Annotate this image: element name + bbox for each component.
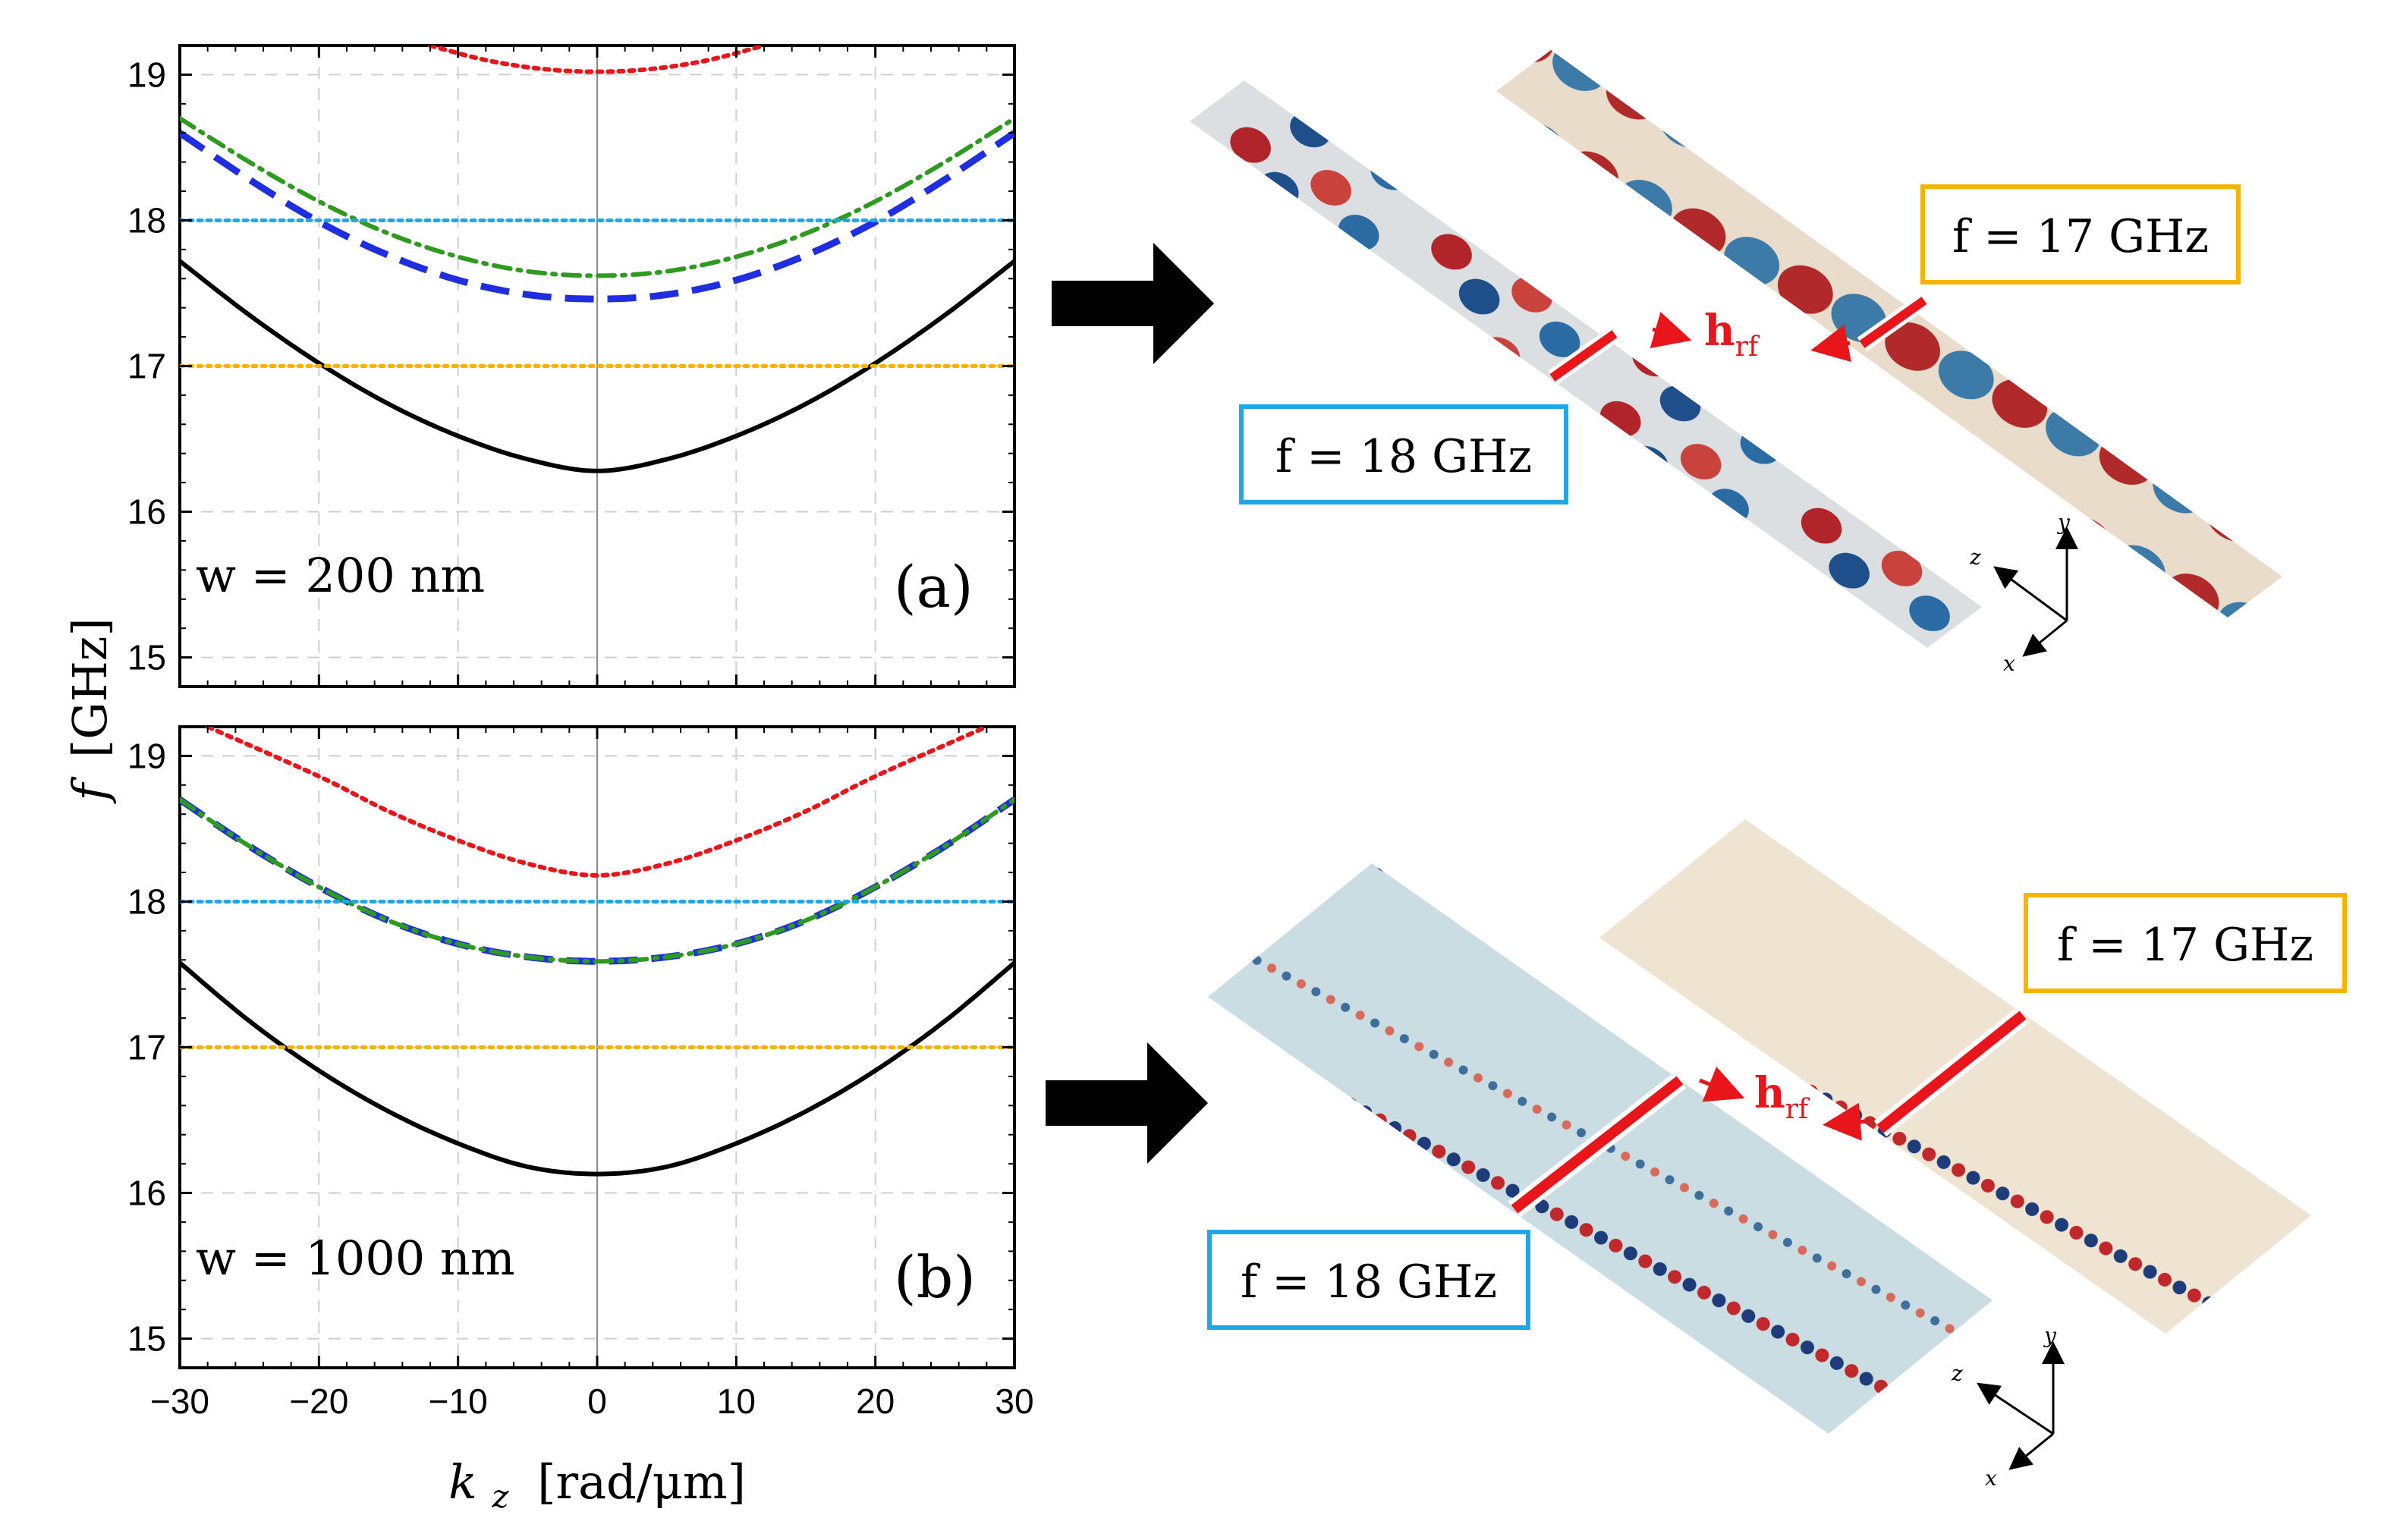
coord-bottom-y: y (2043, 1323, 2057, 1348)
x-axis-unit: [rad/μm] (537, 1454, 746, 1510)
label-box-17-top (1920, 184, 2241, 284)
y-axis-title: f [GHz] (62, 618, 118, 803)
label-box-18-top (1239, 404, 1568, 504)
hrf-label-bottom: hrf (1754, 1068, 1810, 1125)
xtick-label: −10 (429, 1381, 488, 1421)
x-axis-title: k z [rad/μm] (448, 1454, 746, 1519)
ytick-label: 16 (127, 492, 166, 532)
label-box-18-bottom (1207, 1230, 1530, 1330)
ytick-label: 18 (127, 882, 166, 921)
x-axis-symbol: k (448, 1454, 477, 1510)
xtick-label: −30 (150, 1381, 209, 1421)
ytick-label: 19 (127, 55, 166, 94)
hrf-arrow-in-top (1650, 311, 1692, 349)
label-17-top: f = 17 GHz (1952, 210, 2209, 263)
series-green-dash-dot (180, 116, 1014, 278)
map-top: hrf f = 17 GHz f = 18 GHz y z x (1190, 50, 2282, 676)
panel-a-curves (180, 46, 1014, 473)
panel-b: 15 16 17 18 19 −30 −20 −10 0 10 20 30 w = 1000 nm (… (127, 725, 1034, 1421)
coord-top-z: z (1969, 545, 1981, 570)
panel-a: 15 16 17 18 19 w = 200 nm (a) (127, 44, 1016, 688)
coord-axes-top-icon: y z x (1969, 510, 2078, 676)
hrf-arrow-in-bottom (1699, 1066, 1745, 1102)
hrf-top-main: h (1704, 306, 1735, 356)
top-right-excitation-bar (1859, 297, 1927, 348)
x-axis-subscript: z (491, 1478, 509, 1515)
panel-b-width-label: w = 1000 nm (196, 1230, 515, 1286)
hrf-bottom-sub: rf (1785, 1094, 1810, 1125)
coord-top-y: y (2056, 510, 2071, 535)
svg-text:f [GHz]: f [GHz] (62, 618, 118, 803)
ytick-label: 17 (127, 347, 166, 386)
hrf-top-sub: rf (1735, 332, 1760, 363)
bottom-right-excitation-bar (1876, 1010, 2027, 1133)
ytick-label: 15 (127, 638, 166, 677)
coord-axes-bottom-icon: y z x (1951, 1323, 2065, 1491)
xtick-label: 20 (856, 1381, 895, 1421)
panel-b-curves (180, 727, 1014, 1177)
label-box-17-bottom (2024, 893, 2347, 993)
bottom-left-excitation-bar (1511, 1076, 1684, 1214)
y-axis-unit: [GHz] (62, 618, 118, 758)
ytick-label: 16 (127, 1174, 166, 1213)
panel-a-width-label: w = 200 nm (196, 548, 485, 603)
label-18-top: f = 18 GHz (1275, 430, 1532, 483)
label-17-bottom: f = 17 GHz (2057, 919, 2313, 972)
panel-a-ticks: 15 16 17 18 19 (127, 45, 1016, 687)
ytick-label: 17 (127, 1028, 166, 1067)
hrf-label-top: hrf (1704, 306, 1760, 363)
xtick-label: 30 (995, 1381, 1033, 1421)
label-18-bottom: f = 18 GHz (1241, 1256, 1497, 1309)
series-black-solid (180, 259, 1014, 473)
coord-bottom-z: z (1951, 1361, 1963, 1386)
arrow-bottom-icon (1046, 1042, 1208, 1164)
coord-bottom-x: x (1985, 1466, 1997, 1491)
top-left-excitation-bar (1549, 330, 1618, 382)
panel-b-tag: (b) (894, 1243, 976, 1311)
xtick-label: −20 (289, 1381, 348, 1421)
panel-b-ticks: 15 16 17 18 19 −30 −20 −10 0 10 20 30 (127, 726, 1034, 1421)
ytick-label: 18 (127, 200, 166, 240)
ytick-label: 15 (127, 1319, 166, 1359)
map-bottom: hrf f = 17 GHz f = 18 GHz y z x (1207, 819, 2347, 1491)
hrf-arrow-out-bottom (1823, 1102, 1867, 1141)
ytick-label: 19 (127, 736, 166, 775)
arrow-top-icon (1052, 243, 1214, 364)
hrf-bottom-main: h (1754, 1068, 1785, 1118)
y-axis-symbol: f (62, 776, 118, 804)
svg-text:k z [rad/μm]: k z [rad/μm] (448, 1454, 746, 1519)
coord-top-x: x (2003, 651, 2015, 676)
series-green-dash-dot (180, 797, 1014, 964)
series-black-solid (180, 960, 1014, 1177)
panel-a-tag: (a) (894, 553, 973, 621)
xtick-label: 0 (587, 1381, 607, 1421)
series-red-dotted (428, 46, 766, 74)
hrf-arrow-out-top (1810, 324, 1851, 363)
xtick-label: 10 (717, 1381, 756, 1421)
series-red-dotted (205, 727, 989, 878)
